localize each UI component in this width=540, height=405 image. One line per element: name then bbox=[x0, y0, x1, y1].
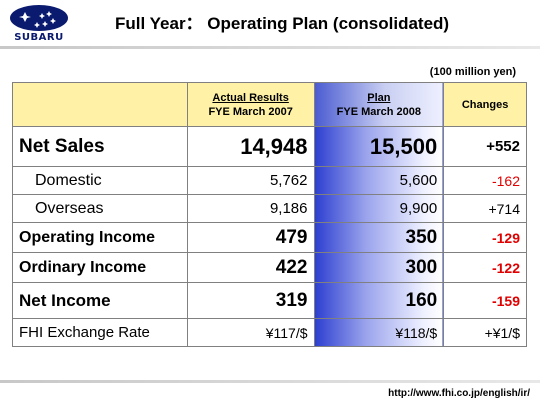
row-change: +552 bbox=[443, 126, 527, 167]
row-label: Net Income bbox=[12, 282, 188, 319]
row-label: Net Sales bbox=[12, 126, 188, 167]
header-actual-title: Actual Results bbox=[212, 91, 289, 104]
row-change: +¥1/$ bbox=[443, 318, 527, 347]
header-plan-title: Plan bbox=[367, 91, 391, 104]
row-plan: ¥118/$ bbox=[313, 318, 445, 347]
row-actual: ¥117/$ bbox=[186, 318, 315, 347]
row-label: Ordinary Income bbox=[12, 252, 188, 283]
header-actual: Actual Results FYE March 2007 bbox=[186, 82, 315, 127]
row-actual: 9,186 bbox=[186, 194, 315, 223]
row-change: -159 bbox=[443, 282, 527, 319]
row-plan: 15,500 bbox=[313, 126, 445, 167]
row-actual: 479 bbox=[186, 222, 315, 253]
row-plan: 160 bbox=[313, 282, 445, 319]
pleiades-star-icon bbox=[10, 5, 68, 31]
table-row-net-income: Net Income 319 160 -159 bbox=[12, 282, 527, 319]
row-plan: 5,600 bbox=[313, 166, 445, 195]
table-row-net-sales: Net Sales 14,948 15,500 +552 bbox=[12, 126, 527, 167]
table-row-exchange-rate: FHI Exchange Rate ¥117/$ ¥118/$ +¥1/$ bbox=[12, 318, 527, 347]
header-plan: Plan FYE March 2008 bbox=[313, 82, 445, 127]
row-label: Overseas bbox=[12, 194, 188, 223]
row-plan: 350 bbox=[313, 222, 445, 253]
row-plan: 9,900 bbox=[313, 194, 445, 223]
header-actual-period: FYE March 2007 bbox=[208, 105, 293, 118]
footer-url: http://www.fhi.co.jp/english/ir/ bbox=[388, 388, 530, 399]
table-header-row: Actual Results FYE March 2007 Plan FYE M… bbox=[12, 82, 527, 127]
table-row-operating-income: Operating Income 479 350 -129 bbox=[12, 222, 527, 253]
logo-wordmark: SUBARU bbox=[14, 32, 64, 43]
row-label: Domestic bbox=[12, 166, 188, 195]
table-row-overseas: Overseas 9,186 9,900 +714 bbox=[12, 194, 527, 223]
unit-note: (100 million yen) bbox=[429, 66, 516, 78]
row-label: FHI Exchange Rate bbox=[12, 318, 188, 347]
operating-plan-table: Actual Results FYE March 2007 Plan FYE M… bbox=[12, 82, 527, 347]
row-actual: 5,762 bbox=[186, 166, 315, 195]
row-change: +714 bbox=[443, 194, 527, 223]
row-change: -162 bbox=[443, 166, 527, 195]
footer-divider bbox=[0, 380, 540, 383]
row-actual: 422 bbox=[186, 252, 315, 283]
table-row-ordinary-income: Ordinary Income 422 300 -122 bbox=[12, 252, 527, 283]
row-label: Operating Income bbox=[12, 222, 188, 253]
header-plan-period: FYE March 2008 bbox=[336, 105, 422, 118]
header-changes: Changes bbox=[443, 82, 527, 127]
row-plan: 300 bbox=[313, 252, 445, 283]
table-row-domestic: Domestic 5,762 5,600 -162 bbox=[12, 166, 527, 195]
slide-header: SUBARU Full Year： Operating Plan (consol… bbox=[0, 0, 540, 46]
header-divider bbox=[0, 46, 540, 49]
page-title: Full Year： Operating Plan (consolidated) bbox=[115, 14, 450, 33]
row-change: -122 bbox=[443, 252, 527, 283]
subaru-logo: SUBARU bbox=[8, 4, 70, 44]
row-change: -129 bbox=[443, 222, 527, 253]
row-actual: 319 bbox=[186, 282, 315, 319]
header-empty-cell bbox=[12, 82, 188, 127]
row-actual: 14,948 bbox=[186, 126, 315, 167]
